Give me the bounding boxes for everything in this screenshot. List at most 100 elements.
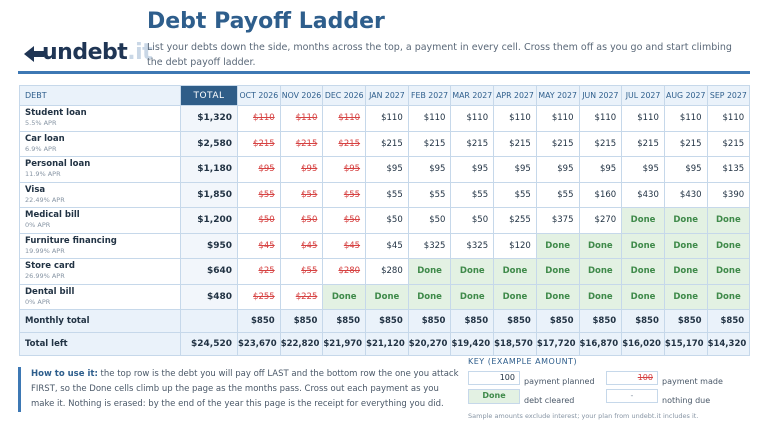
done-cell[interactable]: Done bbox=[450, 258, 495, 285]
payment-made-cell[interactable]: $225 bbox=[279, 283, 324, 310]
done-cell[interactable]: Done bbox=[493, 258, 537, 285]
payment-made-cell[interactable]: $55 bbox=[237, 181, 281, 208]
payment-planned-cell[interactable]: $55 bbox=[535, 181, 580, 208]
payment-planned-cell[interactable]: $110 bbox=[578, 105, 623, 132]
payment-planned-cell[interactable]: $110 bbox=[493, 105, 537, 132]
payment-made-cell[interactable]: $55 bbox=[279, 258, 324, 285]
done-cell[interactable]: Done bbox=[535, 232, 580, 259]
done-cell[interactable]: Done bbox=[578, 283, 623, 310]
payment-planned-cell[interactable]: $160 bbox=[578, 181, 623, 208]
payment-planned-cell[interactable]: $215 bbox=[706, 130, 751, 157]
done-cell[interactable]: Done bbox=[621, 207, 665, 234]
payment-planned-cell[interactable]: $430 bbox=[621, 181, 665, 208]
payment-planned-cell[interactable]: $55 bbox=[407, 181, 452, 208]
payment-made-cell[interactable]: $110 bbox=[237, 105, 281, 132]
payment-planned-cell[interactable]: $110 bbox=[407, 105, 452, 132]
payment-planned-cell[interactable]: $325 bbox=[450, 232, 495, 259]
payment-made-cell[interactable]: $95 bbox=[237, 156, 281, 183]
done-cell[interactable]: Done bbox=[621, 258, 665, 285]
payment-planned-cell[interactable]: $135 bbox=[706, 156, 751, 183]
payment-planned-cell[interactable]: $255 bbox=[493, 207, 537, 234]
logo-main-text: undebt bbox=[42, 40, 128, 65]
payment-made-cell[interactable]: $55 bbox=[322, 181, 367, 208]
payment-made-cell[interactable]: $50 bbox=[279, 207, 324, 234]
payment-planned-cell[interactable]: $50 bbox=[450, 207, 495, 234]
done-cell[interactable]: Done bbox=[621, 283, 665, 310]
payment-made-cell[interactable]: $215 bbox=[322, 130, 367, 157]
payment-planned-cell[interactable]: $95 bbox=[407, 156, 452, 183]
done-cell[interactable]: Done bbox=[407, 283, 452, 310]
payment-made-cell[interactable]: $45 bbox=[322, 232, 367, 259]
payment-made-cell[interactable]: $45 bbox=[279, 232, 324, 259]
done-cell[interactable]: Done bbox=[535, 283, 580, 310]
payment-planned-cell[interactable]: $45 bbox=[365, 232, 409, 259]
done-cell[interactable]: Done bbox=[706, 283, 751, 310]
payment-planned-cell[interactable]: $55 bbox=[450, 181, 495, 208]
payment-planned-cell[interactable]: $280 bbox=[365, 258, 409, 285]
payment-planned-cell[interactable]: $215 bbox=[663, 130, 708, 157]
payment-planned-cell[interactable]: $50 bbox=[365, 207, 409, 234]
payment-planned-cell[interactable]: $215 bbox=[493, 130, 537, 157]
payment-planned-cell[interactable]: $95 bbox=[621, 156, 665, 183]
debt-cell: Store card 26.99% APR bbox=[19, 258, 181, 285]
done-cell[interactable]: Done bbox=[578, 258, 623, 285]
done-cell[interactable]: Done bbox=[706, 232, 751, 259]
payment-planned-cell[interactable]: $95 bbox=[578, 156, 623, 183]
payment-planned-cell[interactable]: $215 bbox=[450, 130, 495, 157]
payment-made-cell[interactable]: $45 bbox=[237, 232, 281, 259]
payment-made-cell[interactable]: $95 bbox=[279, 156, 324, 183]
payment-planned-cell[interactable]: $215 bbox=[407, 130, 452, 157]
payment-planned-cell[interactable]: $110 bbox=[706, 105, 751, 132]
payment-made-cell[interactable]: $255 bbox=[237, 283, 281, 310]
payment-planned-cell[interactable]: $95 bbox=[450, 156, 495, 183]
payment-planned-cell[interactable]: $430 bbox=[663, 181, 708, 208]
done-cell[interactable]: Done bbox=[407, 258, 452, 285]
payment-made-cell[interactable]: $55 bbox=[279, 181, 324, 208]
payment-planned-cell[interactable]: $95 bbox=[535, 156, 580, 183]
payment-made-cell[interactable]: $110 bbox=[279, 105, 324, 132]
payment-planned-cell[interactable]: $95 bbox=[663, 156, 708, 183]
payment-planned-cell[interactable]: $110 bbox=[450, 105, 495, 132]
done-cell[interactable]: Done bbox=[365, 283, 409, 310]
payment-planned-cell[interactable]: $120 bbox=[493, 232, 537, 259]
payment-planned-cell[interactable]: $95 bbox=[365, 156, 409, 183]
payment-planned-cell[interactable]: $215 bbox=[578, 130, 623, 157]
payment-made-cell[interactable]: $110 bbox=[322, 105, 367, 132]
payment-planned-cell[interactable]: $110 bbox=[365, 105, 409, 132]
payment-made-cell[interactable]: $215 bbox=[279, 130, 324, 157]
done-cell[interactable]: Done bbox=[535, 258, 580, 285]
payment-made-cell[interactable]: $50 bbox=[237, 207, 281, 234]
payment-made-cell[interactable]: $280 bbox=[322, 258, 367, 285]
payment-planned-cell[interactable]: $50 bbox=[407, 207, 452, 234]
payment-planned-cell[interactable]: $375 bbox=[535, 207, 580, 234]
done-cell[interactable]: Done bbox=[493, 283, 537, 310]
payment-planned-cell[interactable]: $55 bbox=[493, 181, 537, 208]
payment-planned-cell[interactable]: $95 bbox=[493, 156, 537, 183]
payment-planned-cell[interactable]: $110 bbox=[621, 105, 665, 132]
payment-planned-cell[interactable]: $110 bbox=[535, 105, 580, 132]
done-cell[interactable]: Done bbox=[663, 232, 708, 259]
done-cell[interactable]: Done bbox=[322, 283, 367, 310]
payment-planned-cell[interactable]: $55 bbox=[365, 181, 409, 208]
done-cell[interactable]: Done bbox=[578, 232, 623, 259]
total-left-row: Total left $24,520 $23,670 $22,820 $21,970 $2… bbox=[19, 332, 751, 356]
payment-planned-cell[interactable]: $325 bbox=[407, 232, 452, 259]
done-cell[interactable]: Done bbox=[450, 283, 495, 310]
payment-made-cell[interactable]: $25 bbox=[237, 258, 281, 285]
done-cell[interactable]: Done bbox=[621, 232, 665, 259]
payment-planned-cell[interactable]: $110 bbox=[663, 105, 708, 132]
done-cell[interactable]: Done bbox=[663, 258, 708, 285]
payment-made-cell[interactable]: $215 bbox=[237, 130, 281, 157]
payment-planned-cell[interactable]: $215 bbox=[365, 130, 409, 157]
done-cell[interactable]: Done bbox=[706, 258, 751, 285]
payment-made-cell[interactable]: $50 bbox=[322, 207, 367, 234]
payment-planned-cell[interactable]: $390 bbox=[706, 181, 751, 208]
payment-planned-cell[interactable]: $215 bbox=[621, 130, 665, 157]
done-cell[interactable]: Done bbox=[663, 283, 708, 310]
debt-row: Personal loan 11.9% APR $1,180 $95 $95 $95 $95… bbox=[19, 156, 751, 183]
payment-made-cell[interactable]: $95 bbox=[322, 156, 367, 183]
payment-planned-cell[interactable]: $215 bbox=[535, 130, 580, 157]
done-cell[interactable]: Done bbox=[706, 207, 751, 234]
payment-planned-cell[interactable]: $270 bbox=[578, 207, 623, 234]
done-cell[interactable]: Done bbox=[663, 207, 708, 234]
